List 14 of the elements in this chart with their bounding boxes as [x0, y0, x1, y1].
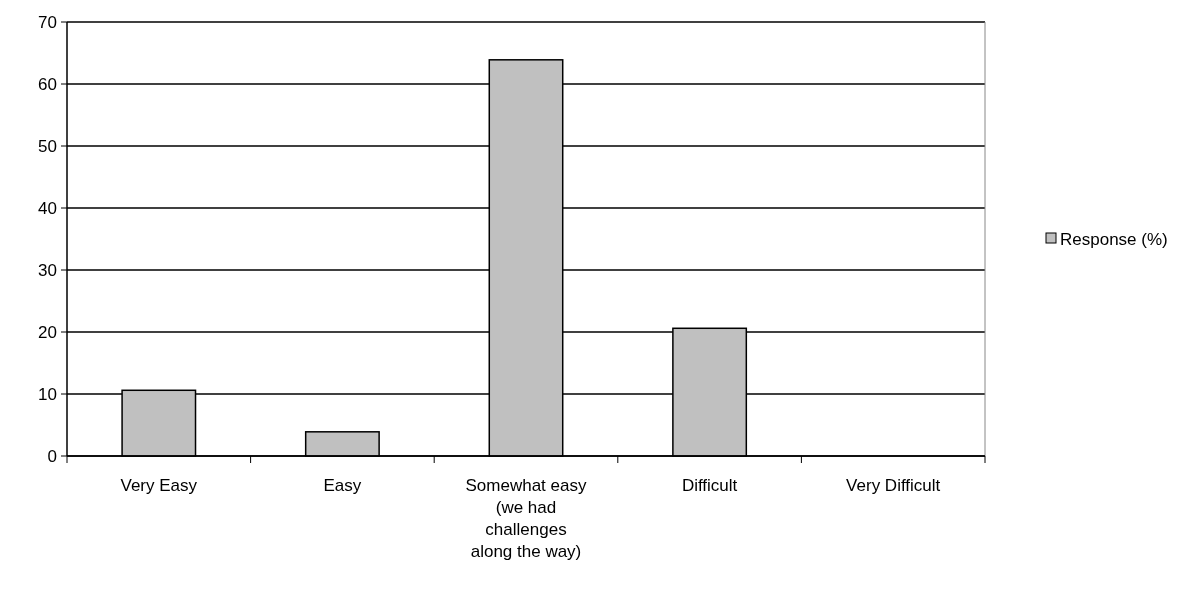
y-tick-label: 50 — [38, 136, 57, 156]
y-tick-label: 60 — [38, 74, 57, 94]
x-tick-label: Difficult — [681, 476, 738, 495]
y-tick-label: 70 — [38, 12, 57, 32]
x-tick-label: Somewhat easy (we had challenges along the way) — [465, 476, 587, 561]
y-tick-label: 0 — [47, 446, 57, 466]
x-tick-label: Very Easy — [120, 476, 198, 495]
y-tick-label: 10 — [38, 384, 57, 404]
y-tick-label: 30 — [38, 260, 57, 280]
legend-label: Response (%) — [1060, 229, 1168, 249]
x-tick-label: Very Difficult — [846, 476, 941, 495]
x-tick-label: Easy — [323, 476, 362, 495]
y-tick-label: 40 — [38, 198, 57, 218]
y-tick-label: 20 — [38, 322, 57, 342]
